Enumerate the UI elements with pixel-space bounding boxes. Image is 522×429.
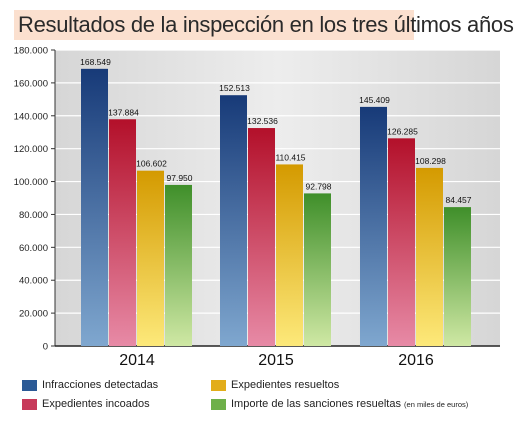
y-tick-label: 0 [43, 342, 48, 353]
legend-label: Expedientes resueltos [231, 379, 340, 391]
bar [276, 164, 303, 346]
plot-area: 0 20.000 40.000 60.000 80.000 100.000 120.000 1… [14, 46, 500, 369]
bar [248, 128, 275, 346]
y-tick-label: 20.000 [19, 309, 48, 320]
title-banner: Resultados de la inspección en los tres … [14, 10, 514, 40]
bar-value-label: 92.798 [306, 181, 332, 191]
bar-value-label: 106.602 [136, 159, 167, 169]
bar [444, 207, 471, 346]
x-tick-label: 2015 [258, 352, 294, 369]
bar-value-label: 152.513 [219, 83, 250, 93]
bar-value-label: 108.298 [415, 156, 446, 166]
legend-swatch [22, 380, 37, 391]
bar [165, 184, 192, 346]
legend-swatch [211, 380, 226, 391]
legend-swatch [211, 399, 226, 410]
bar [388, 138, 415, 346]
legend-label: Importe de las sanciones resueltas (en m… [231, 398, 468, 410]
bar [304, 193, 331, 346]
y-tick-label: 180.000 [14, 46, 48, 57]
y-tick-label: 160.000 [14, 78, 48, 89]
bar-value-label: 126.285 [387, 126, 418, 136]
bar-value-label: 168.549 [80, 57, 111, 67]
legend-note: (en miles de euros) [404, 400, 469, 409]
legend-label: Infracciones detectadas [42, 379, 159, 391]
y-tick-label: 100.000 [14, 177, 48, 188]
chart-title: Resultados de la inspección en los tres … [18, 12, 514, 37]
y-tick-label: 120.000 [14, 144, 48, 155]
bar [137, 170, 164, 346]
bar [220, 95, 247, 347]
x-tick-label: 2016 [398, 352, 434, 369]
legend-label: Expedientes incoados [42, 398, 150, 410]
y-tick-label: 140.000 [14, 111, 48, 122]
bar-value-label: 145.409 [359, 95, 390, 105]
bar [81, 68, 108, 346]
x-tick-label: 2014 [119, 352, 155, 369]
bar-value-label: 132.536 [247, 116, 278, 126]
y-tick-label: 80.000 [19, 210, 48, 221]
bar [416, 167, 443, 346]
bar-value-label: 110.415 [275, 152, 305, 162]
y-tick-label: 40.000 [19, 276, 48, 287]
bar-value-label: 84.457 [446, 195, 472, 205]
legend-label-text: Importe de las sanciones resueltas [231, 398, 401, 410]
legend-swatch [22, 399, 37, 410]
bar-value-label: 97.950 [167, 173, 193, 183]
bar [109, 119, 136, 347]
bar-value-label: 137.884 [108, 107, 139, 117]
y-tick-label: 60.000 [19, 243, 48, 254]
bar [360, 106, 387, 346]
